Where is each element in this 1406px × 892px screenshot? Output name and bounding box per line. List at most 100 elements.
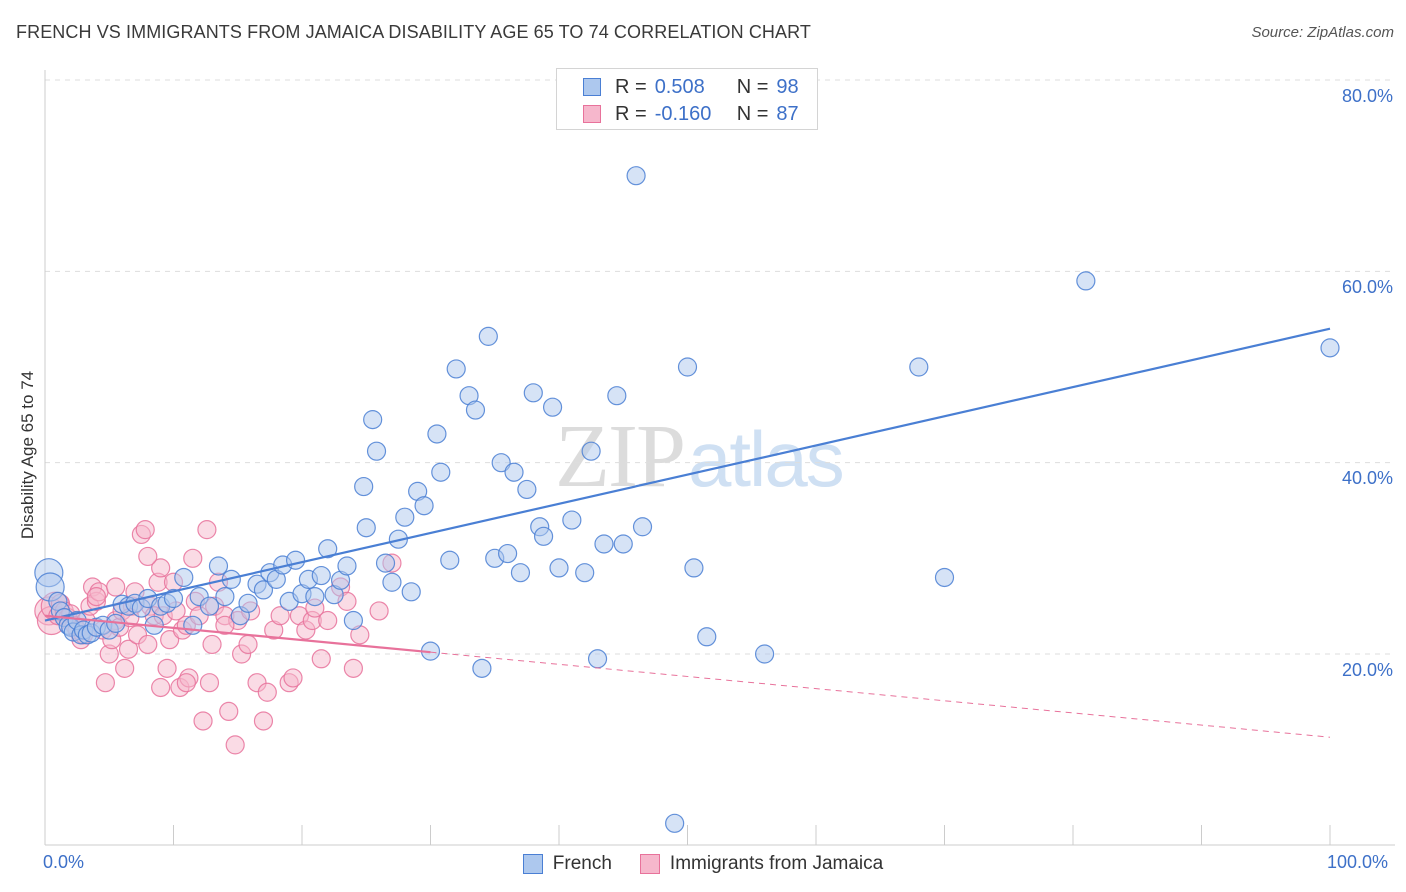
french-point <box>215 586 235 607</box>
french-point <box>607 386 627 406</box>
legend-n-value: 98 <box>776 75 799 98</box>
jamaica-point <box>138 546 158 567</box>
grid-lines <box>45 79 1395 655</box>
french-trend-line <box>44 327 1331 622</box>
french-point <box>305 586 325 607</box>
french-point <box>375 553 396 573</box>
jamaica-trend-line <box>44 614 431 654</box>
french-point <box>343 610 363 631</box>
legend-r-label: R = <box>615 102 647 125</box>
french-point <box>414 496 434 516</box>
legend-label-french: French <box>552 853 612 874</box>
y-axis-label: Disability Age 65 to 74 <box>18 370 37 540</box>
jamaica-point <box>225 735 245 755</box>
french-point <box>363 410 383 430</box>
y-tick-20: 20.0% <box>1341 660 1393 680</box>
x-tick-0: 0.0% <box>43 852 85 872</box>
french-point <box>366 441 387 461</box>
jamaica-point <box>215 615 235 635</box>
french-point <box>395 507 415 527</box>
french-point <box>533 526 554 546</box>
jamaica-point <box>369 601 389 621</box>
jamaica-point <box>219 701 239 722</box>
source-label: Source: ZipAtlas.com <box>1251 24 1394 41</box>
french-point <box>446 359 466 379</box>
jamaica-point <box>257 682 277 702</box>
french-point <box>1076 271 1096 291</box>
french-point <box>575 563 595 583</box>
french-point <box>542 397 563 417</box>
french-point <box>478 326 498 346</box>
jamaica-point <box>135 520 155 540</box>
legend-item-jamaica[interactable]: Immigrants from Jamaica <box>639 853 883 875</box>
french-point <box>440 550 460 570</box>
jamaica-point <box>151 558 171 578</box>
legend-n-value: 87 <box>776 102 799 125</box>
french-point <box>208 556 229 576</box>
jamaica-point <box>151 677 171 698</box>
french-point <box>613 534 633 554</box>
french-point <box>285 550 306 570</box>
jamaica-point <box>197 520 217 540</box>
series-legend: French Immigrants from Jamaica <box>0 851 1406 877</box>
french-point <box>356 518 376 538</box>
french-point <box>697 627 717 647</box>
jamaica-point <box>106 577 126 597</box>
french-point <box>523 383 543 403</box>
french-point <box>504 462 524 482</box>
jamaica-point <box>118 639 139 659</box>
french-point <box>549 558 569 578</box>
jamaica-point <box>193 711 213 731</box>
french-point <box>626 166 646 186</box>
french-points <box>34 166 1340 833</box>
french-point <box>491 453 511 473</box>
jamaica-point <box>157 658 177 678</box>
french-point <box>382 572 402 592</box>
legend-n-label: N = <box>736 102 769 125</box>
french-point <box>431 462 451 482</box>
jamaica-point <box>86 586 107 607</box>
jamaica-point <box>176 673 196 693</box>
french-point <box>562 510 582 530</box>
french-point <box>677 357 698 377</box>
legend-item-french[interactable]: French <box>522 853 612 875</box>
jamaica-point <box>238 634 258 655</box>
french-point <box>465 400 486 420</box>
french-point <box>909 357 929 377</box>
french-point <box>587 649 608 669</box>
legend-n-label: N = <box>736 75 769 98</box>
legend-swatch-jamaica <box>639 854 660 874</box>
legend-r-value: 0.508 <box>654 75 705 98</box>
french-point <box>401 582 421 602</box>
french-point <box>581 441 601 461</box>
y-tick-80: 80.0% <box>1341 86 1393 106</box>
jamaica-point <box>270 606 290 626</box>
legend-swatch-french <box>583 78 601 96</box>
legend-r-value: -0.160 <box>654 102 712 125</box>
jamaica-point <box>95 673 115 693</box>
french-point <box>498 543 518 564</box>
jamaica-point <box>199 673 220 693</box>
french-point <box>510 563 531 583</box>
french-point <box>337 556 357 576</box>
french-point <box>174 567 194 588</box>
french-point <box>238 593 258 613</box>
french-point <box>934 567 955 588</box>
french-point <box>311 565 331 586</box>
jamaica-point <box>283 668 303 688</box>
legend-swatch-jamaica <box>583 105 601 123</box>
french-point <box>594 534 614 554</box>
y-tick-40: 40.0% <box>1341 468 1393 488</box>
watermark-atlas: atlas <box>688 415 845 503</box>
french-point <box>354 476 374 497</box>
jamaica-point <box>318 610 338 631</box>
french-point <box>427 424 447 444</box>
axes <box>44 70 1395 846</box>
legend-swatch-french <box>522 854 543 874</box>
legend-row-french: R = 0.508 N = 98 <box>583 74 799 100</box>
french-point <box>754 644 775 664</box>
french-point <box>183 615 203 635</box>
x-tick-100: 100.0% <box>1327 852 1389 872</box>
jamaica-point <box>183 548 203 568</box>
